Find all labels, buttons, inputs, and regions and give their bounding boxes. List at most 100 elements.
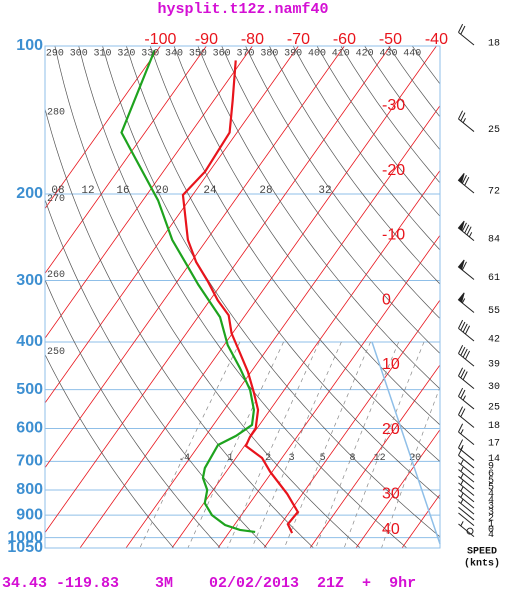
mixing-ratio-line <box>251 341 342 548</box>
pressure-label: 900 <box>16 506 43 523</box>
isotherm <box>217 234 440 548</box>
wind-speed-label: 17 <box>488 438 500 449</box>
adiabat-label: 310 <box>94 49 112 60</box>
isotherm <box>79 46 437 548</box>
chart-title: hysplit.t12z.namf40 <box>157 1 328 18</box>
wind-title: SPEED <box>467 547 497 558</box>
isotherm <box>263 299 440 548</box>
adiabat-label: 290 <box>46 49 64 60</box>
dry-adiabat <box>78 46 408 548</box>
isotherm <box>45 46 391 534</box>
adiabat-label: 380 <box>260 49 278 60</box>
mixing-ratio-line <box>381 386 440 548</box>
adiabat-label: 340 <box>165 49 183 60</box>
wind-barb <box>458 423 475 446</box>
dry-adiabat <box>149 46 440 462</box>
pressure-label: 700 <box>16 453 43 470</box>
mixing-ratio-label: 1 <box>227 453 233 464</box>
upper-label: 24 <box>203 185 217 197</box>
wind-barb <box>458 319 475 342</box>
isotherm-label: -20 <box>382 162 405 179</box>
upper-label: 32 <box>318 185 331 197</box>
wind-barb <box>457 292 475 313</box>
isotherm-label: -80 <box>241 31 264 48</box>
pressure-label: 800 <box>16 481 43 498</box>
wind-speed-label: 39 <box>488 360 500 371</box>
adiabat-label: 360 <box>213 49 231 60</box>
upper-label: 28 <box>259 185 272 197</box>
upper-label: 16 <box>116 185 129 197</box>
isotherm <box>355 428 440 548</box>
pressure-label: 1000 <box>7 529 43 546</box>
wind-barb <box>458 512 475 527</box>
plot-area <box>45 46 506 548</box>
upper-label: 12 <box>81 185 94 197</box>
wind-barb <box>457 259 475 280</box>
isotherm <box>309 364 440 548</box>
isotherm <box>45 46 299 404</box>
wind-speed-label: 0 <box>488 525 494 536</box>
isotherm-label: 20 <box>382 421 400 438</box>
wind-speed-label: 14 <box>488 454 500 465</box>
isotherm-label: 30 <box>382 486 400 503</box>
wind-barb <box>458 480 475 496</box>
pressure-label: 400 <box>16 333 43 350</box>
mixing-ratio-label: .4 <box>178 453 190 464</box>
dry-adiabat <box>45 278 221 548</box>
mixing-ratio-label: 20 <box>409 453 421 464</box>
dry-adiabat <box>340 46 440 184</box>
profile-line <box>120 49 256 534</box>
mixing-ratio-line <box>283 341 371 548</box>
adiabat-label: 280 <box>47 107 65 118</box>
isotherm <box>45 46 207 275</box>
adiabat-label: 390 <box>284 49 302 60</box>
mixing-ratio-label: 12 <box>374 453 386 464</box>
upper-label: 08 <box>51 185 64 197</box>
wind-speed-label: 18 <box>488 39 500 50</box>
adiabat-label: 440 <box>403 49 421 60</box>
isotherm <box>45 46 345 469</box>
pressure-label: 600 <box>16 420 43 437</box>
mixing-ratio-label: 8 <box>350 453 356 464</box>
labels: 10020030040050060070080090010001050-100-… <box>7 23 500 556</box>
plot-frame <box>44 45 441 549</box>
pressure-label: 500 <box>16 381 43 398</box>
wind-speed-label: 3 <box>488 502 494 513</box>
dry-adiabat <box>45 353 174 548</box>
isotherm <box>171 169 440 548</box>
mixing-ratio-label: 2 <box>265 453 271 464</box>
wind-speed-label: 25 <box>488 125 500 136</box>
isotherm <box>448 46 506 548</box>
wind-speed-label: 5 <box>488 483 494 494</box>
wind-barb <box>458 521 475 537</box>
wind-speed-label: 2 <box>488 514 494 525</box>
footer: 34.43 -119.83 3M 02/02/2013 21Z + 9hr <box>2 575 416 592</box>
isotherm-label: 0 <box>382 291 391 308</box>
wind-speed-label: 4 <box>488 530 494 541</box>
wind-barb <box>458 387 475 410</box>
wind-speed-label: 55 <box>488 306 500 317</box>
mixing-ratio-label: 3 <box>289 453 295 464</box>
wind-speed-label: 25 <box>488 403 500 414</box>
wind-barb <box>458 406 475 428</box>
pressure-label: 300 <box>16 272 43 289</box>
wind-barb <box>458 345 475 367</box>
wind-speed-label: 42 <box>488 335 500 346</box>
wind-speed-label: 72 <box>488 187 500 198</box>
dry-adiabat <box>102 46 440 538</box>
wind-barb <box>458 486 475 503</box>
wind-speed-label: 30 <box>488 382 500 393</box>
isotherm-label: -50 <box>379 31 402 48</box>
mixing-ratio-line <box>315 341 399 548</box>
wind-speed-label: 5 <box>488 476 494 487</box>
dry-adiabat <box>245 46 440 320</box>
mixing-ratio-line <box>187 341 284 548</box>
isotherm-label: 10 <box>382 356 400 373</box>
wind-barb <box>458 506 475 521</box>
mixing-ratio-line <box>139 341 241 548</box>
isotherm-label: -10 <box>382 227 405 244</box>
adiabat-label: 370 <box>236 49 254 60</box>
dry-adiabat <box>316 46 440 217</box>
wind-barb <box>458 446 475 469</box>
mixing-ratio-label: 5 <box>320 453 326 464</box>
